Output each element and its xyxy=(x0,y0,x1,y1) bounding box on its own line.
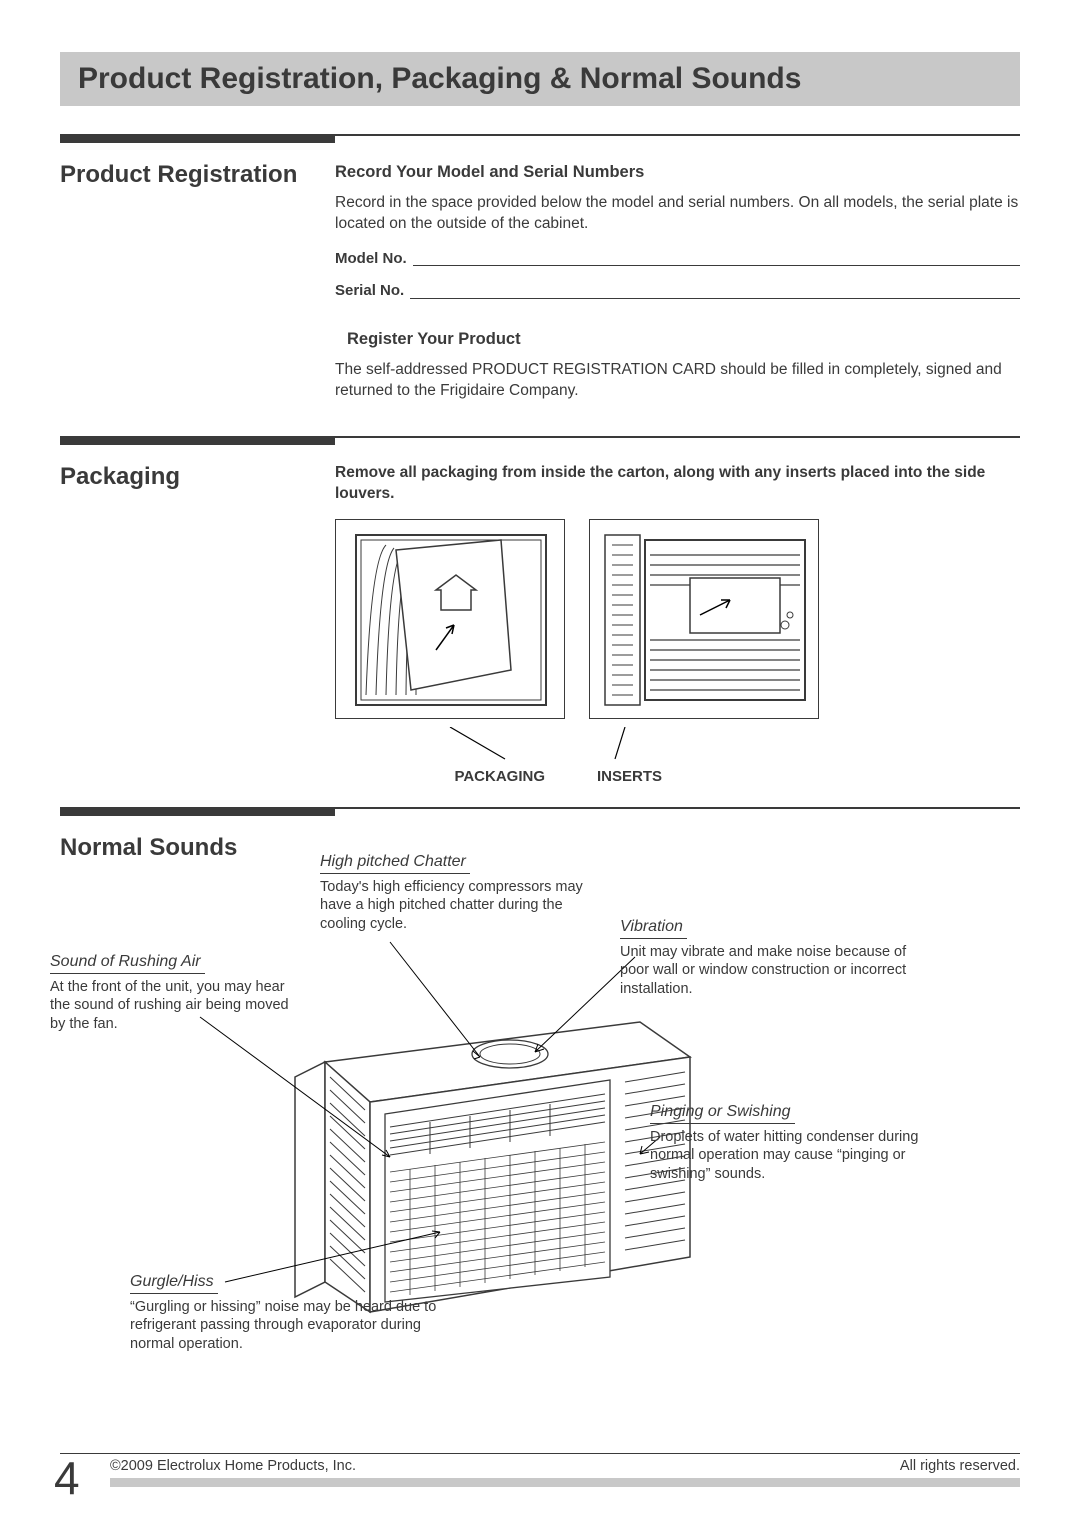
caption-leaders xyxy=(335,727,835,767)
callout-title: Pinging or Swishing xyxy=(650,1102,795,1124)
callout-body: Droplets of water hitting condenser duri… xyxy=(650,1129,918,1183)
section-divider xyxy=(60,436,1020,445)
callout-vibration: Vibration Unit may vibrate and make nois… xyxy=(620,917,910,999)
callout-chatter: High pitched Chatter Today's high effici… xyxy=(320,852,600,934)
illustration-row xyxy=(335,519,1020,719)
section-content-col: Record Your Model and Serial Numbers Rec… xyxy=(335,161,1020,416)
page-title-bar: Product Registration, Packaging & Normal… xyxy=(60,52,1020,106)
inserts-illustration xyxy=(589,519,819,719)
callout-body: Today's high efficiency compressors may … xyxy=(320,879,583,933)
register-heading: Register Your Product xyxy=(347,328,1020,350)
section-packaging: Packaging Remove all packaging from insi… xyxy=(60,463,1020,787)
callout-title: Vibration xyxy=(620,917,687,939)
page-title: Product Registration, Packaging & Normal… xyxy=(78,62,1002,96)
callout-body: Unit may vibrate and make noise because … xyxy=(620,944,906,998)
model-no-line[interactable] xyxy=(413,265,1020,266)
footer-copyright: ©2009 Electrolux Home Products, Inc. xyxy=(110,1458,356,1474)
callout-title: Gurgle/Hiss xyxy=(130,1272,218,1294)
serial-no-field: Serial No. xyxy=(335,281,1020,301)
record-body: Record in the space provided below the m… xyxy=(335,193,1020,235)
registration-heading: Product Registration xyxy=(60,161,335,189)
section-registration: Product Registration Record Your Model a… xyxy=(60,161,1020,416)
footer-rights: All rights reserved. xyxy=(900,1458,1020,1474)
sounds-diagram: High pitched Chatter Today's high effici… xyxy=(60,882,1020,1442)
footer-line: ©2009 Electrolux Home Products, Inc. All… xyxy=(60,1453,1020,1474)
inserts-svg xyxy=(590,520,820,720)
section-label-col: Product Registration xyxy=(60,161,335,416)
page-footer: ©2009 Electrolux Home Products, Inc. All… xyxy=(60,1453,1020,1487)
page-number: 4 xyxy=(54,1451,80,1505)
illustration-captions: PACKAGING INSERTS xyxy=(335,767,1020,787)
section-label-col: Normal Sounds xyxy=(60,834,335,862)
packaging-heading: Packaging xyxy=(60,463,335,491)
section-divider xyxy=(60,134,1020,143)
record-heading: Record Your Model and Serial Numbers xyxy=(335,161,1020,183)
callout-body: “Gurgling or hissing” noise may be heard… xyxy=(130,1299,436,1353)
packaging-illustration xyxy=(335,519,565,719)
callout-rushing: Sound of Rushing Air At the front of the… xyxy=(50,952,300,1034)
callout-title: High pitched Chatter xyxy=(320,852,470,874)
section-divider xyxy=(60,807,1020,816)
callout-body: At the front of the unit, you may hear t… xyxy=(50,979,289,1033)
callout-gurgle: Gurgle/Hiss “Gurgling or hissing” noise … xyxy=(130,1272,440,1354)
caption-inserts: INSERTS xyxy=(589,767,819,787)
packaging-svg xyxy=(336,520,566,720)
callout-title: Sound of Rushing Air xyxy=(50,952,205,974)
caption-packaging: PACKAGING xyxy=(335,767,565,787)
serial-no-label: Serial No. xyxy=(335,281,404,301)
callout-pinging: Pinging or Swishing Droplets of water hi… xyxy=(650,1102,930,1184)
section-content-col: Remove all packaging from inside the car… xyxy=(335,463,1020,787)
model-no-field: Model No. xyxy=(335,249,1020,269)
register-body: The self-addressed PRODUCT REGISTRATION … xyxy=(335,360,1020,402)
serial-no-line[interactable] xyxy=(410,298,1020,299)
model-no-label: Model No. xyxy=(335,249,407,269)
sounds-heading: Normal Sounds xyxy=(60,834,335,862)
footer-bar xyxy=(110,1478,1020,1487)
packaging-body: Remove all packaging from inside the car… xyxy=(335,463,1020,505)
section-label-col: Packaging xyxy=(60,463,335,787)
